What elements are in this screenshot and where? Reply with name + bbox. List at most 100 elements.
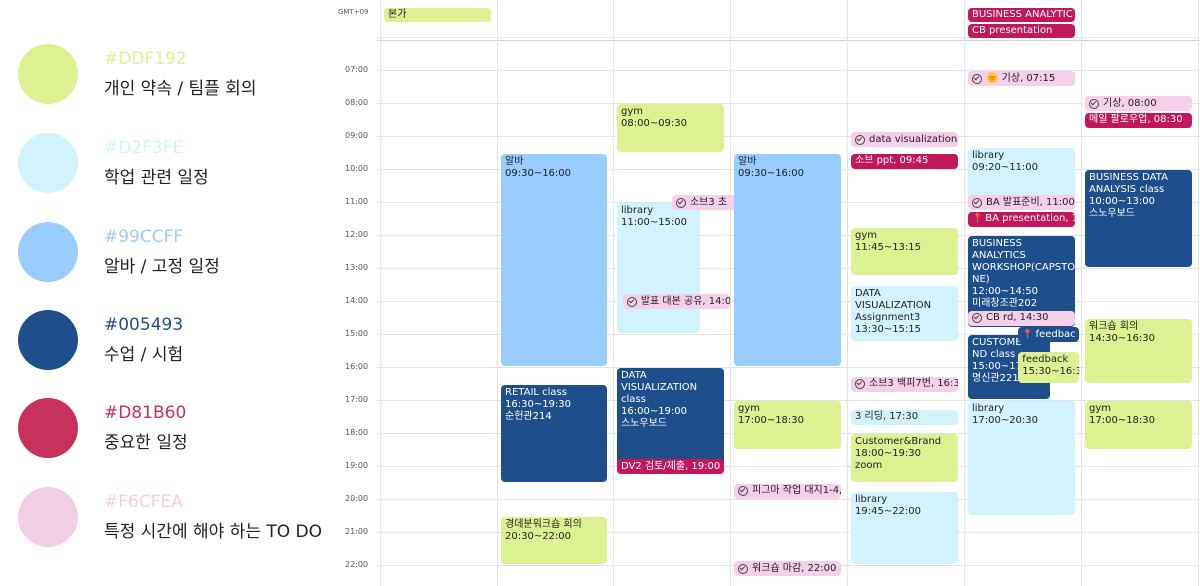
hour-label: 21:00: [345, 527, 369, 536]
event-ba-presentation[interactable]: 📍 BA presentation, 11: [968, 211, 1075, 227]
event-dv-assignment3[interactable]: DATA VISUALIZATION Assignment3 13:30~15:15: [851, 285, 958, 342]
event-library-1[interactable]: library 11:00~15:00: [617, 203, 701, 333]
hour-label: 12:00: [345, 230, 369, 239]
event-text: ND class: [972, 349, 1016, 360]
todo-ba-prep[interactable]: BA 발표준비, 11:00: [968, 195, 1075, 210]
event-mail-followup[interactable]: 메일 팔로우업, 08:30: [1085, 112, 1192, 128]
hour-label: 18:00: [345, 428, 369, 437]
event-text: 워크숍 회의: [1089, 320, 1139, 332]
event-business-analytics-allday[interactable]: BUSINESS ANALYTIC: [968, 8, 1075, 22]
todo-workshop-deadline[interactable]: 워크숍 마감, 22:00: [734, 561, 841, 577]
event-text: 명신관221: [972, 373, 1019, 384]
event-text: BA presentation, 11: [985, 213, 1075, 224]
check-circle-icon: [675, 197, 686, 208]
legend-item-important: #D81B60 중요한 일정: [18, 398, 338, 470]
legend-label-personal: 개인 약속 / 팀플 회의: [104, 79, 257, 99]
event-text: 14:30~16:30: [1089, 332, 1156, 344]
event-text: CUSTOME: [972, 337, 1022, 348]
swatch-academic: [18, 133, 78, 193]
check-circle-icon: [972, 73, 982, 84]
swatch-important: [18, 398, 78, 458]
event-text: 발표 대본 공유, 14:0: [640, 295, 730, 307]
event-customer-brand[interactable]: Customer&Brand 18:00~19:30 zoom: [851, 434, 958, 482]
event-text: BUSINESS DATA: [1089, 172, 1168, 183]
event-retail-class[interactable]: RETAIL class 16:30~19:30 순헌관214: [501, 384, 607, 482]
check-circle-icon: [855, 134, 865, 145]
day-column-divider: [497, 0, 498, 586]
event-dv-class-1[interactable]: DATA VISUALIZATION class 16:00~19:00 스노우보드: [617, 368, 724, 465]
swatch-class: [18, 310, 78, 370]
hour-label: 15:00: [345, 329, 369, 338]
event-text: 18:00~19:30: [855, 448, 922, 459]
check-circle-icon: [855, 379, 865, 389]
event-dv2-review[interactable]: DV2 검토/제출, 19:00: [617, 459, 724, 474]
event-alba-2[interactable]: 알바 09:30~16:00: [734, 153, 841, 366]
day-column-divider: [613, 0, 614, 586]
day-column-divider: [380, 0, 381, 586]
event-text: WORKSHOP(CAPSTO: [972, 262, 1075, 273]
event-text: gym: [1089, 403, 1112, 414]
event-text: 경데분워크숍 회의: [505, 518, 582, 530]
event-ba-class[interactable]: BUSINESS DATA ANALYSIS class 10:00~13:00 스노…: [1085, 170, 1192, 267]
legend-label-academic: 학업 관련 일정: [104, 168, 209, 188]
check-circle-icon: [738, 563, 748, 574]
todo-sobu3-bp[interactable]: 소브3 백피7번, 16:30: [851, 376, 958, 392]
event-feedback-pin[interactable]: 📍 feedbac: [1018, 327, 1080, 342]
hour-label: 14:00: [345, 296, 369, 305]
event-text: Assignment3: [855, 311, 921, 323]
check-circle-icon: [1089, 98, 1099, 109]
event-text: 소브 ppt, 09:45: [855, 155, 929, 167]
event-text: BUSINESS: [972, 238, 1022, 249]
event-text: 11:00~15:00: [621, 217, 688, 228]
event-text: 소브3 백피7번, 16:30: [869, 378, 958, 389]
legend-hex-todo: #F6CFEA: [104, 492, 183, 512]
legend-label-parttime: 알바 / 고정 일정: [104, 257, 220, 277]
event-cb-presentation[interactable]: CB presentation: [968, 24, 1075, 38]
todo-wakeup-1[interactable]: 🌞 기상, 07:15: [968, 71, 1075, 87]
todo-figma[interactable]: 피그마 작업 대지1-4,: [734, 483, 841, 499]
event-library-4[interactable]: library 17:00~20:30: [968, 401, 1075, 515]
event-text: 20:30~22:00: [505, 530, 572, 542]
event-text: zoom: [855, 460, 883, 471]
event-3-reading[interactable]: 3 리딩, 17:30: [851, 409, 958, 425]
day-column-divider: [730, 0, 731, 586]
hour-gridline: [377, 70, 1200, 71]
event-sobu-ppt[interactable]: 소브 ppt, 09:45: [851, 153, 958, 169]
event-text: 19:45~22:00: [855, 505, 922, 517]
event-text: 본가: [388, 9, 407, 20]
event-library-2[interactable]: library 09:20~11:00: [968, 147, 1075, 201]
check-circle-icon: [626, 296, 637, 307]
event-text: 메일 팔로우업, 08:30: [1089, 114, 1183, 125]
event-text: 알바: [738, 155, 757, 167]
todo-data-visualization[interactable]: data visualization: [851, 132, 958, 148]
hour-gridline: [377, 400, 1200, 401]
todo-cb-rd[interactable]: CB rd, 14:30: [968, 310, 1075, 326]
event-text: 09:20~11:00: [972, 161, 1039, 173]
event-alba-1[interactable]: 알바 09:30~16:00: [501, 153, 607, 366]
hour-label: 17:00: [345, 395, 369, 404]
swatch-personal: [18, 44, 78, 104]
event-gym-2[interactable]: gym 17:00~18:30: [734, 401, 841, 449]
event-team-meeting[interactable]: 경데분워크숍 회의 20:30~22:00: [501, 516, 607, 564]
event-library-3[interactable]: library 19:45~22:00: [851, 491, 958, 564]
event-gym-3[interactable]: gym 11:45~13:15: [851, 227, 958, 276]
event-customer-brand-class[interactable]: CUSTOME ND class 15:00~17:0 명신관221: [968, 335, 1051, 399]
day-column-divider: [1198, 0, 1199, 586]
event-gym-1[interactable]: gym 08:00~09:30: [617, 104, 724, 152]
event-text: DATA VISUALIZATION: [621, 370, 698, 393]
todo-presentation-script[interactable]: 발표 대본 공유, 14:0: [622, 294, 730, 309]
event-bonga[interactable]: 본가: [384, 8, 491, 22]
event-text: 16:30~19:30: [505, 398, 572, 410]
event-text: 17:00~18:30: [1089, 415, 1156, 426]
event-text: 10:00~13:00: [1089, 196, 1156, 207]
hour-label: 10:00: [345, 164, 369, 173]
event-text: 🌞 기상, 07:15: [986, 72, 1056, 84]
event-text: CB presentation: [972, 25, 1053, 36]
event-text: feedback: [1022, 353, 1069, 365]
event-gym-4[interactable]: gym 17:00~18:30: [1085, 401, 1192, 449]
todo-wakeup-2[interactable]: 기상, 08:00: [1085, 96, 1192, 111]
event-text: 스노우보드: [1089, 208, 1135, 219]
event-workshop-meeting[interactable]: 워크숍 회의 14:30~16:30: [1085, 318, 1192, 383]
event-text: 미래창조관202: [972, 298, 1038, 309]
